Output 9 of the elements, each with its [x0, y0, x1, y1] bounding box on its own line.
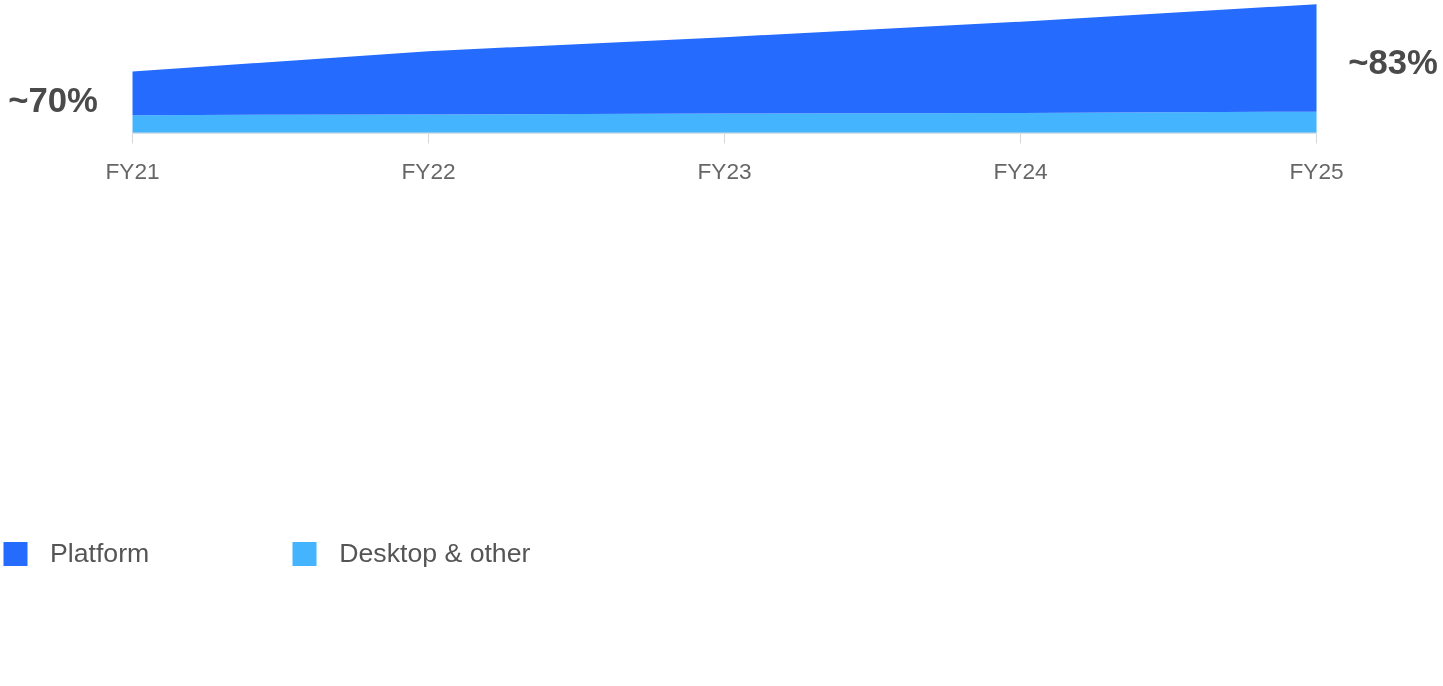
text: ~70% — [8, 80, 98, 119]
legend-label: Desktop & other — [339, 537, 531, 569]
x-tick-label: FY24 — [993, 157, 1048, 184]
legend-label: Platform — [50, 537, 150, 569]
x-tick-label: FY23 — [697, 157, 752, 184]
x-tick-label: FY21 — [105, 157, 160, 184]
text: ~83% — [1348, 43, 1438, 82]
x-tick-label: FY25 — [1289, 157, 1344, 184]
x-tick-label: FY22 — [401, 157, 456, 184]
